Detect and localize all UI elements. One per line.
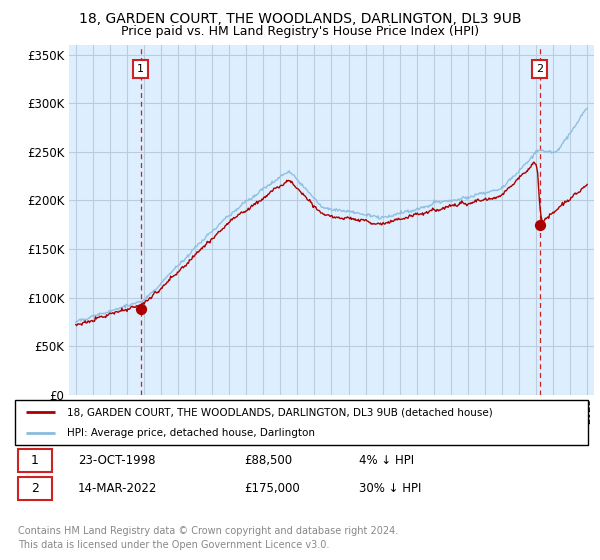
Text: HPI: Average price, detached house, Darlington: HPI: Average price, detached house, Darl… <box>67 428 314 438</box>
Text: 18, GARDEN COURT, THE WOODLANDS, DARLINGTON, DL3 9UB (detached house): 18, GARDEN COURT, THE WOODLANDS, DARLING… <box>67 408 493 418</box>
Text: Contains HM Land Registry data © Crown copyright and database right 2024.
This d: Contains HM Land Registry data © Crown c… <box>18 526 398 549</box>
Text: 1: 1 <box>137 64 144 74</box>
Point <box>535 220 544 229</box>
Text: £175,000: £175,000 <box>244 482 300 495</box>
Text: 2: 2 <box>536 64 543 74</box>
Point <box>136 304 146 313</box>
Text: 14-MAR-2022: 14-MAR-2022 <box>78 482 157 495</box>
Text: 4% ↓ HPI: 4% ↓ HPI <box>359 454 414 467</box>
Text: 2: 2 <box>31 482 39 495</box>
Text: 1: 1 <box>31 454 39 467</box>
Text: Price paid vs. HM Land Registry's House Price Index (HPI): Price paid vs. HM Land Registry's House … <box>121 25 479 38</box>
FancyBboxPatch shape <box>18 477 52 500</box>
FancyBboxPatch shape <box>18 449 52 472</box>
Text: £88,500: £88,500 <box>244 454 292 467</box>
Text: 23-OCT-1998: 23-OCT-1998 <box>78 454 155 467</box>
FancyBboxPatch shape <box>15 400 588 445</box>
Text: 30% ↓ HPI: 30% ↓ HPI <box>359 482 421 495</box>
Text: 18, GARDEN COURT, THE WOODLANDS, DARLINGTON, DL3 9UB: 18, GARDEN COURT, THE WOODLANDS, DARLING… <box>79 12 521 26</box>
